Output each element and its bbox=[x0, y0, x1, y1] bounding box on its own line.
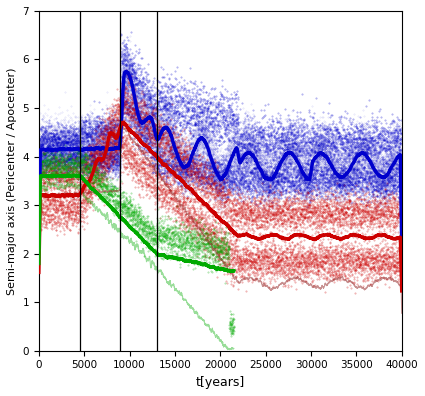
X-axis label: t[years]: t[years] bbox=[196, 376, 245, 389]
Y-axis label: Semi-major axis (Pericenter / Apocenter): Semi-major axis (Pericenter / Apocenter) bbox=[7, 67, 17, 295]
